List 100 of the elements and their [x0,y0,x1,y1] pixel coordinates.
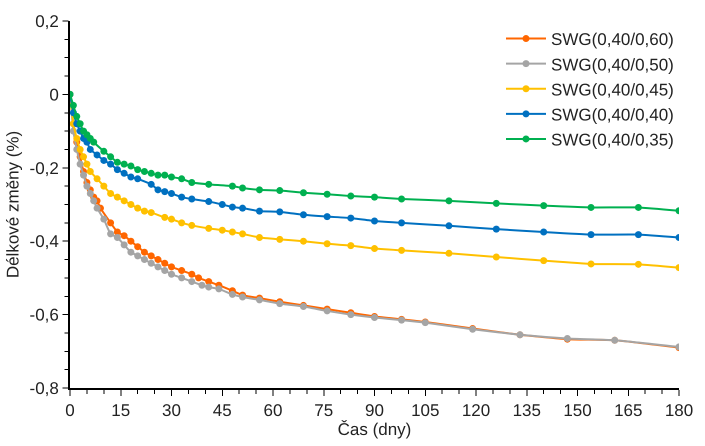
point [120,241,128,248]
point [228,290,236,298]
point [371,218,378,225]
point [178,274,186,282]
point [70,102,77,109]
point [445,222,452,230]
x-tick-label: 150 [563,401,592,420]
point [107,160,114,168]
point [239,204,246,212]
point [178,194,186,201]
point [324,213,331,220]
legend-label: SWG(0,40/0,60) [551,30,674,50]
point [588,204,595,211]
point [371,194,378,201]
point [134,252,142,260]
point [107,190,114,197]
point [107,230,114,238]
point [398,196,406,202]
point [218,226,226,234]
point [540,202,548,210]
point [188,222,196,229]
x-tick-label: 0 [65,401,75,420]
point [161,172,168,179]
point [134,204,142,212]
point [154,172,162,179]
point [168,173,175,180]
point [80,153,88,160]
point [107,153,114,160]
x-tick-label: 15 [111,401,130,420]
point [324,240,331,248]
point [634,204,642,211]
point [178,219,186,226]
point [94,204,101,212]
x-tick-label: 105 [411,401,440,420]
point [161,214,168,221]
point [445,197,452,204]
point [588,260,595,268]
point [492,200,500,207]
point [239,184,246,192]
point [127,201,134,208]
point [228,204,236,211]
x-tick-label: 165 [614,401,642,420]
point [276,208,284,216]
point [94,151,101,158]
point [588,231,595,238]
point [148,180,155,188]
point [161,260,168,267]
point [168,263,175,270]
point [140,248,148,256]
point [86,190,94,197]
point [127,173,134,180]
point [83,182,90,190]
point [218,201,226,208]
point [347,242,354,250]
point [205,284,212,291]
point [161,188,168,196]
point [114,234,121,242]
point [168,270,175,278]
point [300,189,307,196]
point [398,246,406,254]
point [148,260,155,267]
point [140,208,148,215]
point [540,257,548,264]
point [324,190,331,198]
y-axis-title: Délkové změny (%) [4,130,23,278]
point [228,228,236,236]
y-tick-label: 0,2 [35,12,59,31]
point [120,170,128,177]
point [134,175,142,182]
point [73,112,80,120]
point [76,160,84,168]
point [76,146,84,153]
y-tick-label: 0 [49,85,59,104]
point [154,256,162,264]
point [127,162,134,170]
point [300,211,307,218]
x-tick-label: 75 [314,401,334,420]
point [100,148,108,155]
y-tick-label: -0,2 [30,158,59,178]
point [300,238,307,245]
point [80,172,88,179]
point [492,253,500,260]
legend-label: SWG(0,40/0,45) [551,80,674,100]
point [398,219,406,226]
x-tick-label: 120 [462,401,490,420]
point [205,198,212,206]
point [228,182,236,190]
x-tick-label: 60 [264,401,282,420]
point [168,216,175,223]
point [445,250,452,257]
point [239,230,246,238]
legend-label: SWG(0,40/0,40) [551,105,674,124]
point [188,196,196,202]
point [120,197,128,204]
point [140,256,148,264]
point [188,278,196,286]
point [83,160,90,168]
x-tick-label: 30 [162,401,181,420]
point [634,260,642,268]
point [100,216,108,223]
